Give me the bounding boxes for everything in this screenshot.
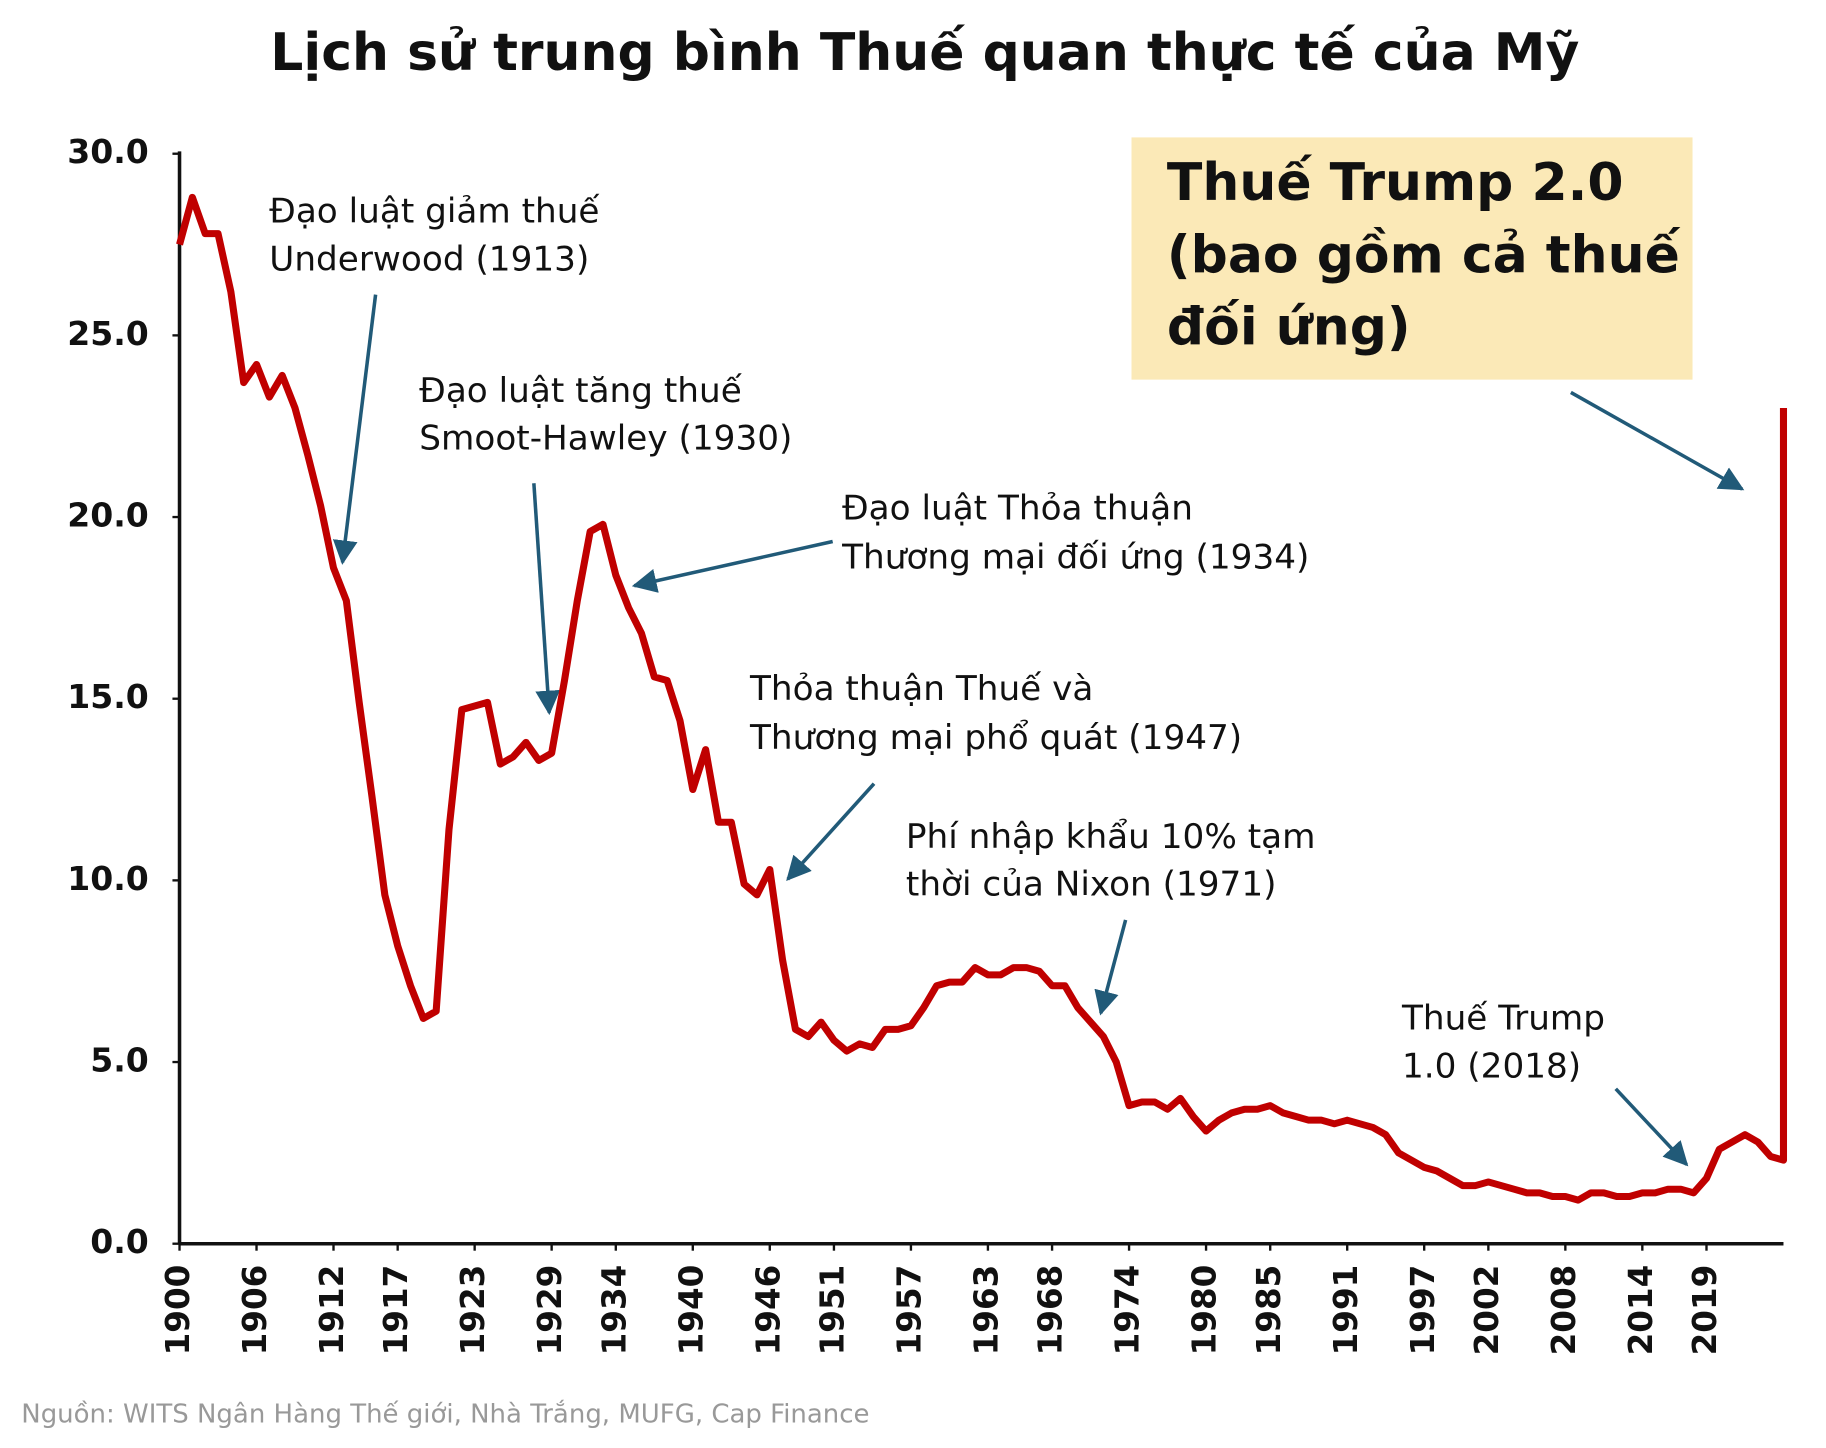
arrow: [332, 294, 378, 565]
y-tick-label: 25.0: [67, 315, 149, 353]
arrow: [1569, 390, 1745, 491]
y-tick-label: 30.0: [67, 133, 149, 171]
y-tick-label: 20.0: [67, 497, 149, 535]
x-tick-label: 2019: [1686, 1265, 1724, 1356]
annotation: Thương mại đối ứng (1934): [841, 538, 1309, 578]
x-tick-label: 1940: [672, 1265, 710, 1356]
x-tick-label: 1946: [749, 1265, 787, 1356]
arrow: [631, 539, 834, 593]
annotation: Đạo luật tăng thuế: [419, 371, 742, 411]
arrow: [532, 483, 561, 716]
annotation: đối ứng): [1167, 298, 1411, 358]
arrow: [786, 782, 876, 882]
x-tick-label: 1974: [1108, 1265, 1146, 1356]
annotation: Underwood (1913): [269, 240, 589, 280]
x-tick-label: 1912: [313, 1265, 351, 1356]
x-tick-label: 2014: [1622, 1265, 1660, 1356]
x-tick-label: 1963: [967, 1265, 1005, 1356]
annotation: Phí nhập khẩu 10% tạm: [906, 817, 1316, 857]
arrows: [332, 294, 1745, 1167]
annotation: (bao gồm cả thuế: [1167, 226, 1681, 286]
x-tick-label: 1906: [236, 1265, 274, 1356]
annotation: Smoot-Hawley (1930): [419, 419, 792, 459]
annotation: Thương mại phổ quát (1947): [749, 718, 1242, 758]
y-tick-label: 5.0: [90, 1042, 149, 1080]
x-tick-label: 1934: [595, 1265, 633, 1356]
annotation: Đạo luật giảm thuế: [269, 192, 599, 232]
annotation-box: [1131, 137, 1693, 380]
x-tick-label: 1929: [531, 1265, 569, 1356]
x-tick-label: 1980: [1185, 1265, 1223, 1356]
x-tick-label: 1957: [890, 1265, 928, 1356]
x-tick-label: 2002: [1468, 1265, 1506, 1356]
x-tick-label: 1900: [159, 1265, 197, 1356]
y-tick-label: 10.0: [67, 860, 149, 898]
arrow: [1614, 1087, 1689, 1167]
x-tick-label: 1968: [1031, 1265, 1069, 1356]
x-tick-label: 1951: [813, 1265, 851, 1356]
line: [176, 193, 1788, 1204]
x-tick-label: 1923: [454, 1265, 492, 1356]
annotation: Thuế Trump: [1401, 999, 1605, 1039]
annotation: thời của Nixon (1971): [906, 865, 1277, 905]
annotation: Thỏa thuận Thuế và: [749, 669, 1093, 709]
chart-title: Lịch sử trung bình Thuế quan thực tế của…: [270, 23, 1579, 83]
annotation: 1.0 (2018): [1402, 1047, 1581, 1087]
annotation: Thuế Trump 2.0: [1167, 154, 1624, 214]
y-tick-label: 15.0: [67, 678, 149, 716]
x-tick-label: 1997: [1404, 1265, 1442, 1356]
annotation: Đạo luật Thỏa thuận: [842, 489, 1193, 529]
annotations: Đạo luật giảm thuế Underwood (1913) Đạo …: [269, 154, 1681, 1087]
y-tick-label: 0.0: [90, 1223, 149, 1261]
x-tick-label: 1991: [1327, 1265, 1365, 1356]
arrow: [1094, 919, 1128, 1016]
x-tick-label: 1917: [377, 1265, 415, 1356]
x-tick-label: 1985: [1250, 1265, 1288, 1356]
x-tick-label: 2008: [1545, 1265, 1583, 1356]
source: Nguồn: WITS Ngân Hàng Thế giới, Nhà Trắn…: [21, 1399, 869, 1430]
